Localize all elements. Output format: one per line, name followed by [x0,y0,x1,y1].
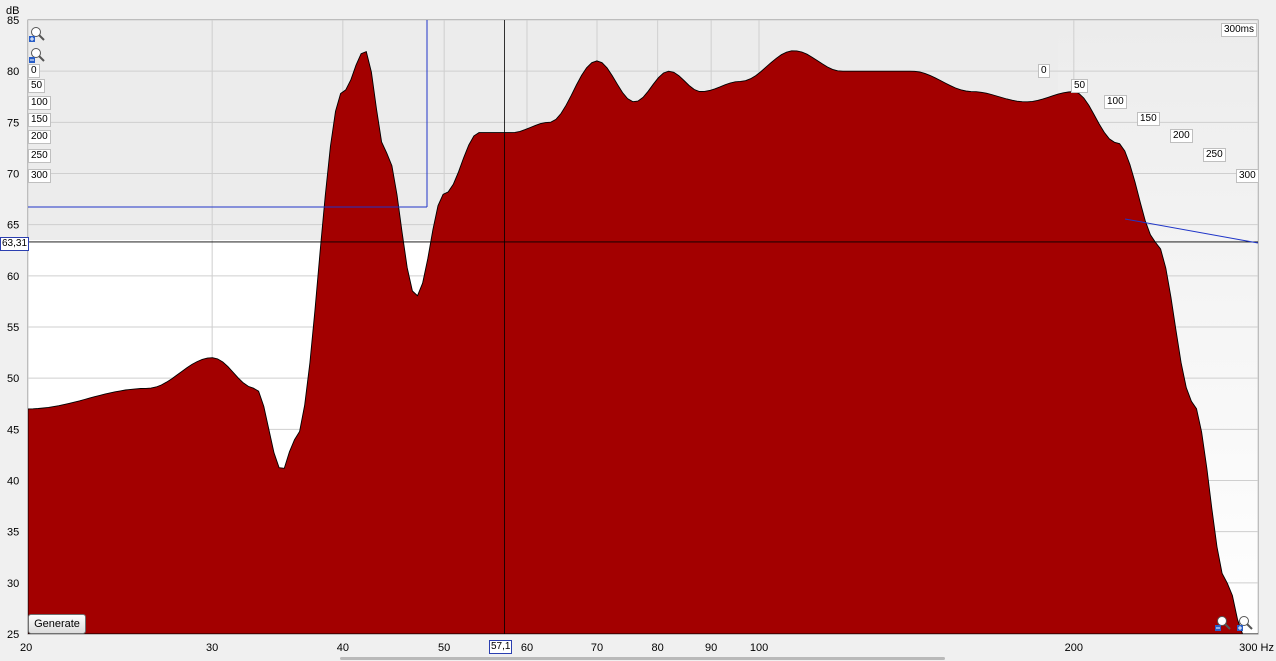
x-tick-label: 80 [652,642,664,654]
waterfall-slices [28,50,1258,634]
time-label-depth: 0 [1038,64,1050,78]
cursor-crosshair [28,20,1259,634]
time-label-depth: 100 [1104,95,1127,109]
depth-cursor-side [1124,218,1259,244]
time-label-left: 100 [28,96,51,110]
y-tick-label: 75 [7,117,19,129]
time-end-label: 300ms [1221,23,1258,37]
x-tick-label: 100 [750,642,768,654]
x-tick-label: 90 [705,642,717,654]
time-label-depth: 50 [1071,79,1089,93]
y-tick-label: 65 [7,220,19,232]
y-tick-label: 50 [7,373,19,385]
time-label-left: 200 [28,130,51,144]
cursor-frequency-readout: 57,1 [489,640,513,654]
y-tick-label: 70 [7,169,19,181]
x-tick-label: 300 Hz [1239,642,1274,654]
time-label-left: 300 [28,169,51,183]
y-tick-label: 60 [7,271,19,283]
x-tick-label: 60 [521,642,533,654]
y-tick-label: 55 [7,322,19,334]
generate-button[interactable]: Generate [28,614,86,634]
time-label-left: 50 [28,79,46,93]
y-tick-label: 85 [7,15,19,27]
x-tick-label: 20 [20,642,32,654]
time-label-depth: 150 [1137,112,1160,126]
y-tick-label: 35 [7,527,19,539]
zoom-in-x-icon[interactable] [1236,614,1254,632]
time-label-depth: 200 [1170,129,1193,143]
time-label-left: 150 [28,113,51,127]
time-label-left: 250 [28,149,51,163]
y-tick-label: 80 [7,66,19,78]
x-tick-label: 70 [591,642,603,654]
x-tick-label: 200 [1065,642,1083,654]
y-tick-label: 30 [7,578,19,590]
zoom-out-icon[interactable] [29,46,47,64]
y-tick-label: 25 [7,629,19,641]
time-label-depth: 300 [1236,169,1259,183]
x-tick-label: 30 [206,642,218,654]
waterfall-slice [28,50,1258,634]
y-tick-label: 45 [7,424,19,436]
zoom-out-x-icon[interactable] [1214,614,1232,632]
y-unit-label: dB [6,5,19,17]
x-tick-label: 40 [337,642,349,654]
time-label-left: 0 [28,64,40,78]
horizontal-scrollbar[interactable] [340,657,945,660]
time-label-depth: 250 [1203,148,1226,162]
x-axis: 20 30 40 50 60 70 80 90 100 200 300 Hz [20,642,1274,654]
zoom-in-icon[interactable] [29,25,47,43]
y-axis: 25 30 35 40 45 50 55 60 65 70 75 80 85 [7,15,19,641]
x-tick-label: 50 [438,642,450,654]
cursor-level-readout: 63,31 [0,237,30,251]
y-tick-label: 40 [7,476,19,488]
